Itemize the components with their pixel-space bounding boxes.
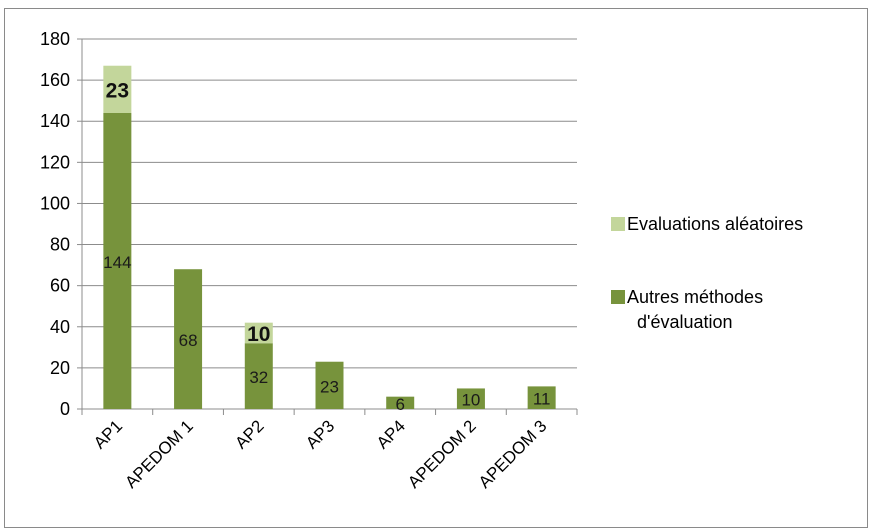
bar-autres-methodes bbox=[244, 343, 273, 409]
y-tick-label: 40 bbox=[50, 317, 70, 337]
legend: Evaluations aléatoires Autres méthodes d'é… bbox=[611, 214, 803, 332]
data-label: 23 bbox=[106, 79, 129, 102]
data-label: 10 bbox=[461, 391, 480, 410]
y-tick-label: 0 bbox=[60, 399, 70, 419]
legend-swatch bbox=[611, 290, 625, 304]
x-category-label: AP4 bbox=[373, 416, 409, 452]
bar-autres-methodes bbox=[527, 386, 556, 409]
x-category-label: APEDOM 1 bbox=[121, 416, 197, 492]
data-label: 23 bbox=[320, 377, 339, 396]
y-tick-label: 80 bbox=[50, 235, 70, 255]
y-tick-label: 180 bbox=[40, 29, 70, 49]
y-tick-label: 20 bbox=[50, 358, 70, 378]
y-tick-label: 60 bbox=[50, 276, 70, 296]
legend-label: Evaluations aléatoires bbox=[627, 214, 803, 234]
legend-label: Autres méthodes d'évaluation bbox=[627, 287, 763, 332]
bar-evaluations-aleatoires bbox=[103, 65, 132, 113]
bar-evaluations-aleatoires bbox=[244, 322, 273, 344]
bar-autres-methodes bbox=[315, 361, 344, 409]
bar-autres-methodes bbox=[174, 269, 203, 409]
bar-autres-methodes bbox=[456, 388, 485, 409]
data-label: 144 bbox=[103, 253, 131, 272]
data-label: 6 bbox=[395, 395, 404, 414]
x-category-label: AP1 bbox=[90, 416, 126, 452]
y-tick-label: 140 bbox=[40, 111, 70, 131]
bar-autres-methodes bbox=[103, 113, 132, 409]
x-category-label: AP3 bbox=[302, 416, 338, 452]
y-tick-label: 160 bbox=[40, 70, 70, 90]
data-label: 68 bbox=[179, 331, 198, 350]
x-category-label: AP2 bbox=[231, 416, 267, 452]
y-tick-label: 100 bbox=[40, 193, 70, 213]
bar-autres-methodes bbox=[386, 396, 415, 409]
x-category-label: APEDOM 2 bbox=[404, 416, 480, 492]
x-category-label: APEDOM 3 bbox=[475, 416, 551, 492]
data-label: 32 bbox=[249, 368, 268, 387]
data-label: 11 bbox=[533, 390, 551, 409]
data-label: 10 bbox=[247, 323, 270, 346]
legend-swatch bbox=[611, 217, 625, 231]
chart-frame: 0 20 40 60 80 100 120 140 160 180 AP1 APEDOM 1 AP2 AP… bbox=[4, 8, 868, 528]
gridlines bbox=[82, 38, 577, 410]
data-labels: 144 23 68 32 10 23 6 10 11 bbox=[103, 79, 550, 413]
bars bbox=[103, 65, 556, 409]
y-tick-label: 120 bbox=[40, 152, 70, 172]
